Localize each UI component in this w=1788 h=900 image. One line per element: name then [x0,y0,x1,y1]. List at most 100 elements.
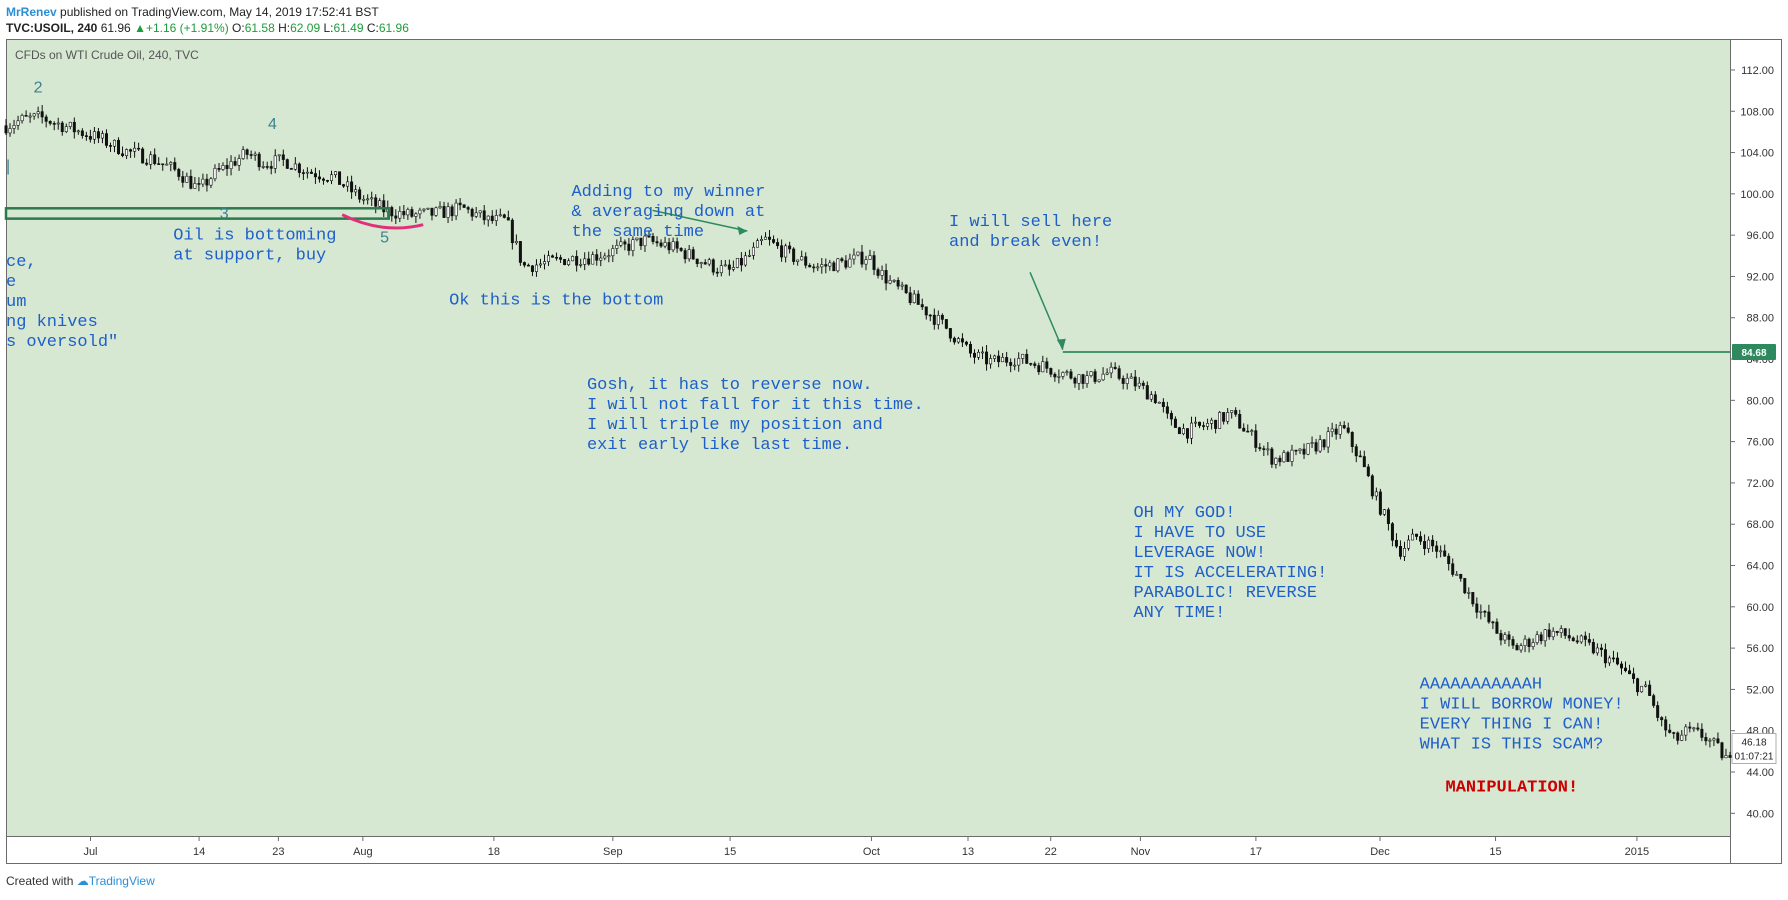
candle-body [1402,548,1406,557]
candle-body [1326,431,1330,448]
candle-body [1587,639,1591,643]
candle-body [197,183,201,185]
candle-body [888,280,892,284]
candle-body [60,122,64,132]
candle-body [422,208,426,211]
candle-body [289,168,293,170]
change-up-icon: ▲ [134,21,146,35]
annotation-text: um [6,293,26,312]
x-tick-label: 15 [1489,846,1501,858]
tradingview-logo-icon: ☁ [76,874,89,888]
candle-body [1025,353,1029,364]
low-value: 61.49 [333,21,364,35]
candle-body [40,111,44,118]
candle-body [1386,509,1390,524]
candle-body [683,250,687,260]
candle-body [563,259,567,266]
y-tick-label: 80.00 [1746,395,1774,407]
bottom-arc [341,213,424,230]
candle-body [908,292,912,303]
candle-body [482,210,486,221]
annotation-text: ANY TIME! [1133,604,1225,623]
candle-body [928,314,932,317]
candle-body [1483,611,1487,613]
candle-body [185,175,189,183]
candle-body [350,181,354,193]
chart-title: CFDs on WTI Crude Oil, 240, TVC [15,48,199,62]
y-tick-label: 40.00 [1746,808,1774,820]
candle-body [1475,603,1479,613]
candle-body [1423,541,1427,549]
author-name[interactable]: MrRenev [6,5,57,19]
candle-body [458,202,462,206]
candle-body [985,351,989,365]
candle-body [800,256,804,261]
candle-body [446,206,450,218]
candle-body [293,163,297,170]
candle-body [639,237,643,247]
y-tick-label: 60.00 [1746,602,1774,614]
candle-body [346,181,350,187]
candle-body [1439,550,1443,553]
candle-body [454,202,458,217]
tradingview-link[interactable]: TradingView [88,874,155,888]
candle-body [1173,418,1177,428]
candle-body [1302,448,1306,455]
candle-body [1306,443,1310,455]
candle-body [627,243,631,251]
candle-body [1202,425,1206,427]
symbol-info: TVC:USOIL, 240 61.96 ▲+1.16 (+1.91%) O:6… [6,21,409,35]
candle-body [338,171,342,185]
y-tick-label: 68.00 [1746,519,1774,531]
candle-body [735,257,739,268]
candle-body [297,163,301,173]
candle-body [1226,412,1230,422]
publish-text: published on TradingView.com, May 14, 20… [56,5,379,19]
candle-body [892,280,896,282]
publish-info: MrRenev published on TradingView.com, Ma… [6,5,379,19]
candle-body [707,259,711,265]
candle-body [1728,755,1732,758]
candle-body [1250,430,1254,432]
candle-body [691,249,695,260]
x-tick-label: Dec [1370,846,1390,858]
candle-body [1145,385,1149,400]
candle-body [824,264,828,267]
candle-body [679,247,683,251]
candle-body [711,259,715,273]
candle-body [864,259,868,265]
annotation-text: Oil is bottoming [173,226,336,245]
candle-body [1005,357,1009,363]
candle-body [193,183,197,189]
candle-body [92,131,96,140]
candle-body [948,328,952,339]
candle-body [1499,633,1503,641]
candle-body [651,235,655,242]
candle-body [56,122,60,125]
candle-body [1551,630,1555,638]
candle-body [619,241,623,246]
created-with-label: Created with [6,874,77,888]
candle-body [1258,447,1262,449]
candle-body [157,163,161,165]
candle-body [1571,637,1575,642]
candle-body [997,355,1001,363]
candle-body [1539,634,1543,642]
candle-body [1644,684,1648,687]
candle-body [1579,635,1583,643]
candle-body [301,172,305,174]
candle-body [647,235,651,238]
x-tick-label: Oct [863,846,880,858]
candle-body [1246,430,1250,433]
annotation-text: EVERY THING I CAN! [1420,715,1604,734]
candle-body [502,214,506,218]
candle-body [1165,406,1169,414]
candle-body [426,207,430,210]
candle-body [1057,376,1061,378]
candle-body [932,314,936,325]
annotation-text: & averaging down at [571,203,765,222]
candle-body [1696,727,1700,730]
candle-body [868,255,872,260]
annotation-text: exit early like last time. [587,436,852,455]
